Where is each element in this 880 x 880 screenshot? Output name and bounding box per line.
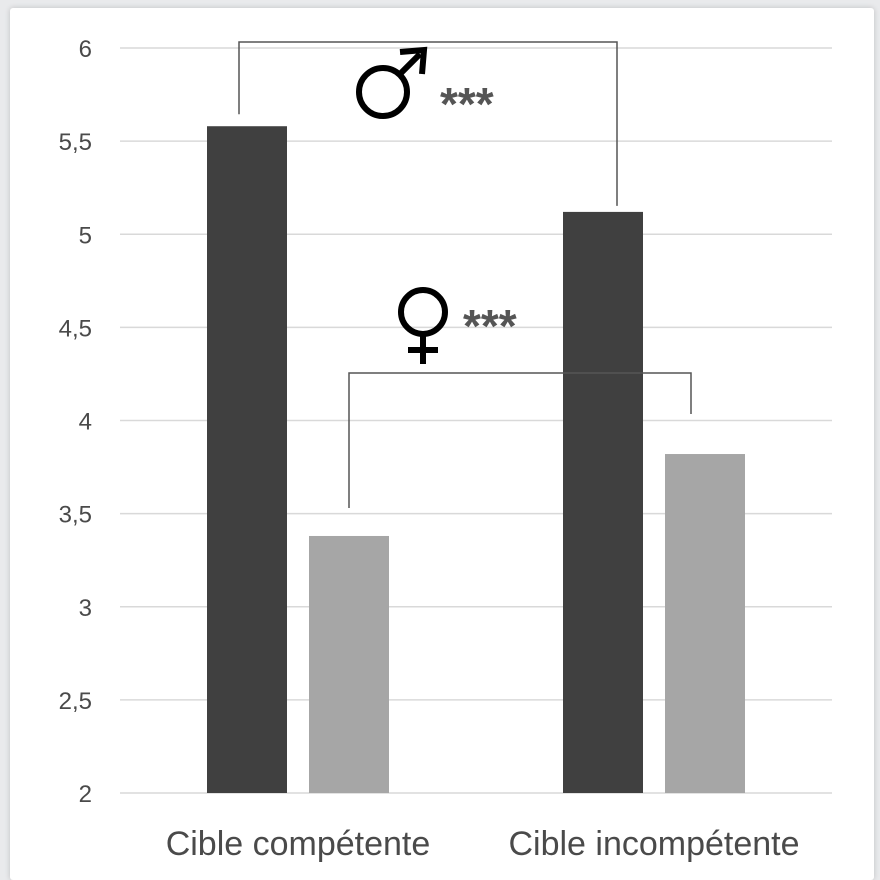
category-label: Cible incompétente	[508, 825, 799, 863]
y-tick-label: 3	[79, 595, 92, 622]
bar	[665, 454, 745, 793]
female-symbol-icon	[398, 287, 448, 364]
bracket-line	[348, 372, 692, 508]
y-tick-label: 4,5	[59, 315, 92, 342]
y-tick-label: 2	[79, 781, 92, 808]
bar	[207, 126, 287, 794]
y-tick-label: 3,5	[59, 502, 92, 529]
y-tick-label: 2,5	[59, 688, 92, 715]
y-axis-tick-labels: 2 2,5 3 3,5 4 4,5 5 5,5 6	[59, 36, 92, 808]
significance-stars: ***	[463, 300, 517, 352]
bracket-line	[238, 41, 618, 206]
bar	[309, 535, 389, 793]
y-tick-label: 4	[79, 409, 92, 436]
bars	[207, 126, 745, 794]
male-symbol-arrow-shaft	[397, 51, 423, 77]
male-symbol-circle	[356, 65, 410, 119]
y-tick-label: 6	[79, 36, 92, 63]
x-axis-category-labels: Cible compétente Cible incompétente	[166, 825, 800, 863]
category-label: Cible compétente	[166, 825, 431, 863]
y-tick-label: 5,5	[59, 129, 92, 156]
bar	[563, 211, 643, 793]
male-symbol-arrow-head	[399, 46, 428, 75]
significance-stars: ***	[440, 78, 494, 130]
male-symbol-icon	[356, 46, 428, 119]
y-tick-label: 5	[79, 222, 92, 249]
significance-annotations: *** ***	[238, 41, 692, 508]
